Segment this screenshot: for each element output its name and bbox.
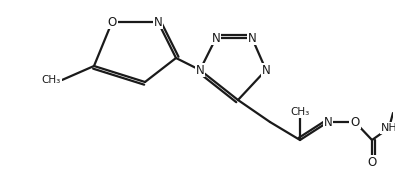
- Text: CH₃: CH₃: [42, 75, 61, 85]
- Text: N: N: [196, 64, 204, 77]
- Text: N: N: [248, 32, 256, 45]
- Text: CH₃: CH₃: [290, 107, 310, 117]
- Text: N: N: [212, 32, 220, 45]
- Text: CH₃: CH₃: [394, 108, 395, 118]
- Text: N: N: [324, 115, 332, 129]
- Text: NH: NH: [381, 123, 395, 133]
- Text: N: N: [154, 15, 162, 29]
- Text: N: N: [261, 64, 270, 77]
- Text: O: O: [107, 15, 117, 29]
- Text: O: O: [367, 155, 376, 168]
- Text: O: O: [350, 115, 359, 129]
